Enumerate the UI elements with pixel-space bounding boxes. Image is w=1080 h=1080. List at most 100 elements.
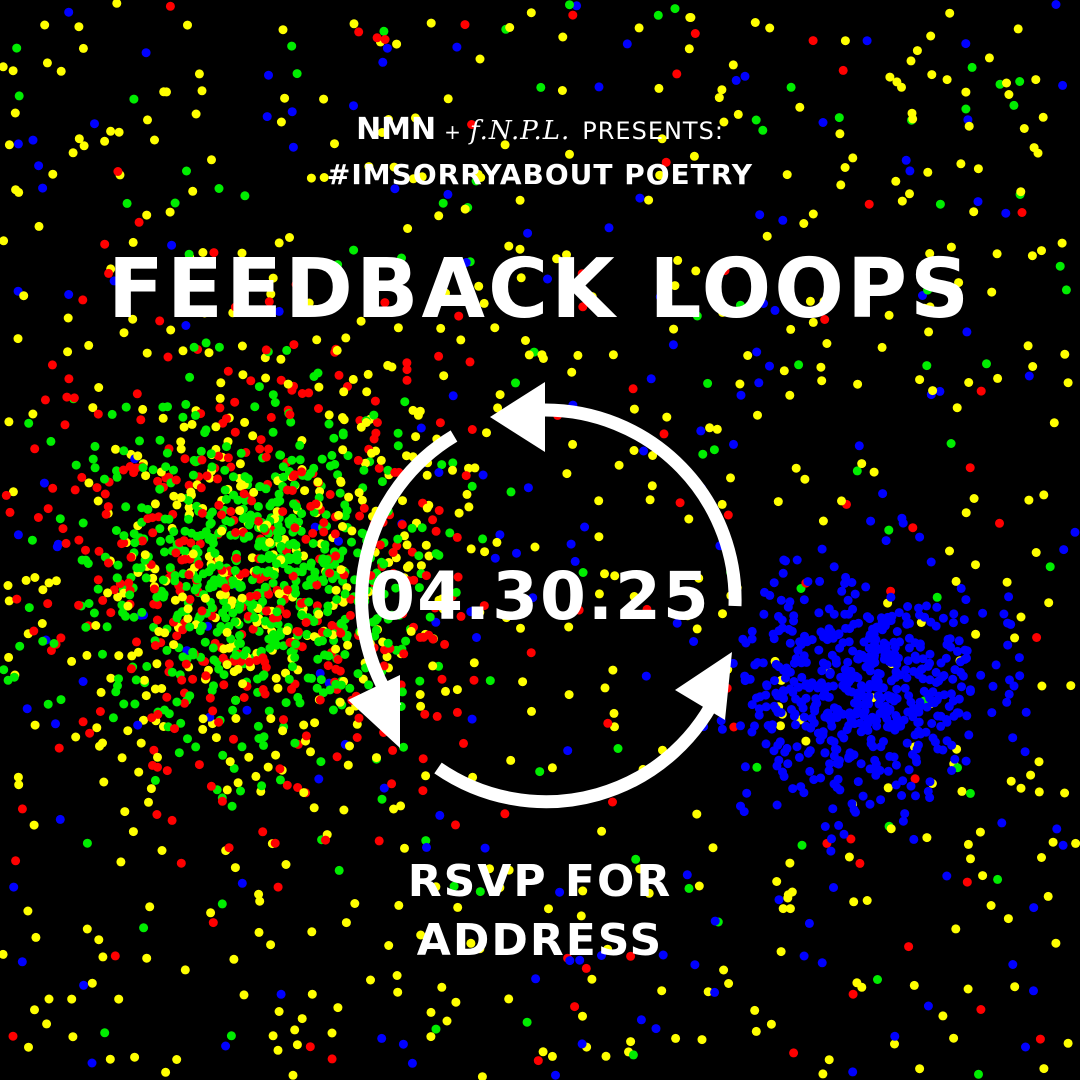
confetti-dot	[876, 613, 886, 623]
confetti-dot	[250, 613, 260, 623]
confetti-dot	[956, 159, 966, 169]
confetti-dot	[165, 534, 175, 544]
confetti-dot	[959, 615, 969, 625]
confetti-dot	[258, 827, 268, 837]
confetti-dot	[162, 448, 172, 458]
confetti-dot	[847, 578, 857, 587]
confetti-dot	[114, 994, 124, 1004]
confetti-dot	[421, 836, 431, 846]
confetti-dot	[333, 655, 343, 664]
confetti-dot	[524, 350, 534, 360]
confetti-dot	[398, 496, 407, 506]
confetti-dot	[162, 766, 172, 776]
confetti-dot	[957, 786, 967, 796]
confetti-dot	[718, 609, 727, 619]
confetti-dot	[30, 1005, 39, 1015]
confetti-dot	[897, 196, 907, 206]
confetti-dot	[891, 176, 901, 186]
confetti-dot	[268, 273, 278, 283]
confetti-dot	[469, 658, 479, 668]
confetti-dot	[526, 8, 536, 18]
confetti-dot	[475, 54, 485, 64]
confetti-dot	[338, 546, 348, 556]
confetti-dot	[281, 860, 291, 869]
confetti-dot	[306, 468, 316, 478]
confetti-dot	[847, 799, 857, 809]
confetti-dot	[480, 547, 490, 557]
confetti-dot	[718, 307, 728, 317]
confetti-dot	[27, 535, 37, 545]
confetti-dot	[772, 761, 782, 771]
confetti-dot	[906, 56, 916, 66]
confetti-dot	[248, 624, 258, 634]
confetti-dot	[287, 107, 297, 117]
confetti-dot	[161, 462, 171, 472]
confetti-dot	[708, 294, 718, 304]
confetti-dot	[349, 19, 359, 29]
confetti-dot	[797, 658, 806, 668]
confetti-dot	[826, 846, 836, 856]
confetti-dot	[92, 723, 102, 733]
confetti-dot	[500, 140, 510, 150]
confetti-dot	[167, 815, 177, 825]
confetti-dot	[426, 1032, 436, 1042]
confetti-dot	[864, 199, 874, 209]
confetti-dot	[197, 508, 207, 518]
confetti-dot	[111, 444, 120, 454]
confetti-dot	[230, 397, 240, 407]
arc-bottom	[434, 685, 726, 809]
confetti-dot	[188, 186, 198, 196]
confetti-dot	[43, 504, 53, 514]
confetti-dot	[432, 711, 442, 721]
confetti-dot	[207, 155, 216, 165]
confetti-dot	[821, 630, 831, 640]
confetti-dot	[966, 854, 975, 864]
confetti-dot	[312, 335, 322, 345]
confetti-dot	[13, 530, 23, 540]
confetti-dot	[210, 548, 220, 558]
confetti-dot	[162, 645, 172, 655]
confetti-dot	[345, 741, 354, 751]
confetti-dot	[14, 780, 24, 790]
confetti-dot	[1071, 838, 1080, 848]
confetti-dot	[803, 577, 813, 587]
confetti-dot	[282, 626, 292, 636]
confetti-dot	[185, 372, 195, 382]
confetti-dot	[40, 395, 50, 405]
confetti-dot	[266, 289, 276, 299]
confetti-dot	[197, 606, 207, 616]
confetti-dot	[610, 722, 619, 732]
confetti-dot	[626, 1037, 636, 1047]
confetti-dot	[153, 762, 162, 772]
confetti-dot	[467, 425, 477, 434]
confetti-dot	[954, 694, 964, 704]
confetti-dot	[166, 325, 176, 335]
confetti-dot	[844, 686, 854, 696]
confetti-dot	[234, 638, 244, 648]
confetti-dot	[183, 614, 193, 623]
confetti-dot	[932, 602, 942, 612]
confetti-dot	[1023, 341, 1033, 351]
confetti-dot	[523, 483, 533, 493]
confetti-dot	[172, 613, 182, 623]
confetti-dot	[639, 446, 649, 456]
confetti-dot	[327, 620, 337, 630]
confetti-dot	[42, 58, 52, 68]
confetti-dot	[314, 404, 323, 413]
confetti-dot	[297, 467, 307, 477]
confetti-dot	[733, 109, 743, 119]
confetti-dot	[141, 471, 151, 481]
confetti-dot	[482, 428, 491, 438]
confetti-dot	[787, 887, 797, 897]
confetti-dot	[543, 274, 552, 284]
confetti-dot	[504, 865, 514, 875]
confetti-dot	[999, 609, 1009, 619]
confetti-dot	[322, 555, 332, 565]
confetti-dot	[82, 838, 92, 848]
confetti-dot	[257, 554, 267, 564]
confetti-dot	[117, 753, 127, 763]
confetti-dot	[870, 682, 880, 692]
confetti-dot	[891, 711, 901, 720]
confetti-dot	[792, 555, 802, 565]
confetti-dot	[142, 210, 152, 220]
